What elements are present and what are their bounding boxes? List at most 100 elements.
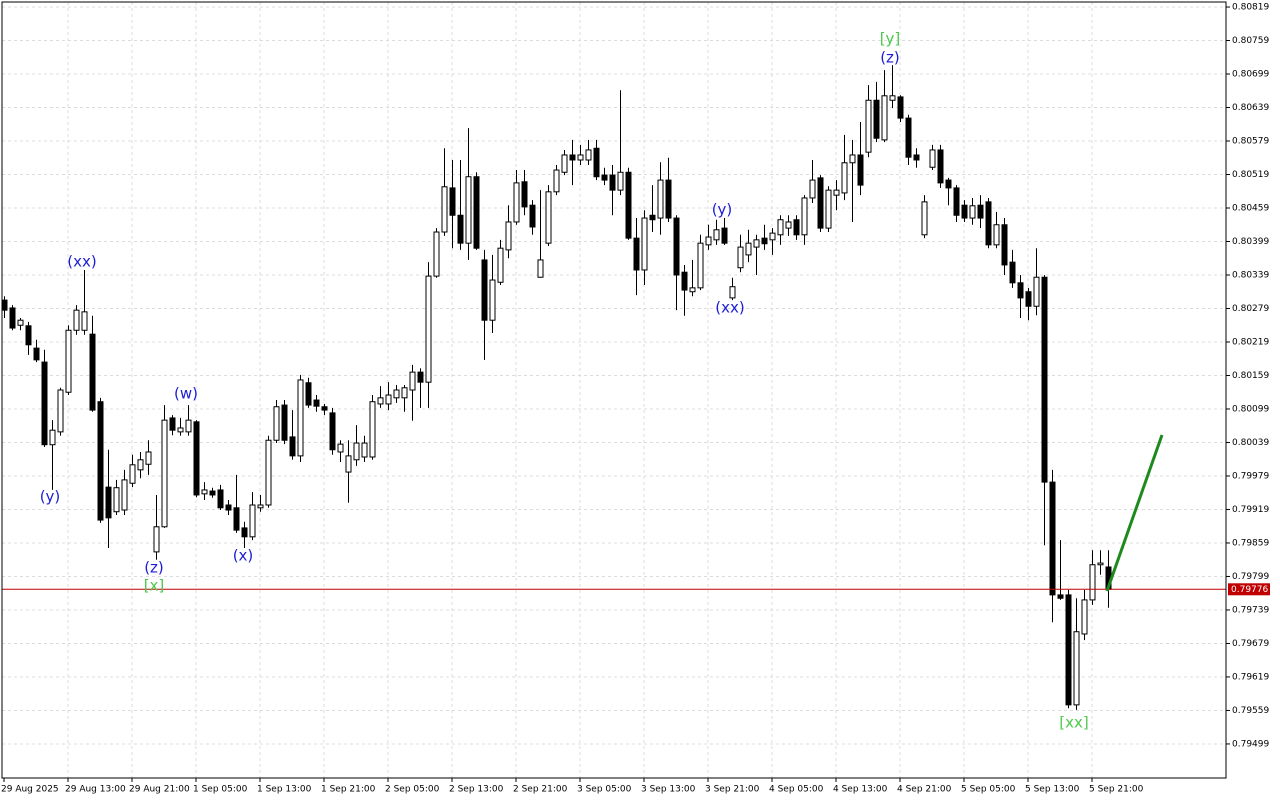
candle-body — [393, 389, 400, 399]
candle-body — [761, 237, 768, 245]
candle-body — [41, 361, 48, 446]
candle-body — [673, 217, 680, 276]
candle-body — [833, 189, 840, 196]
wave-label: (y) — [712, 201, 733, 219]
wave-label: (w) — [174, 385, 198, 403]
candle-body — [913, 154, 920, 161]
wave-label: (xx) — [715, 299, 744, 317]
candle-body — [209, 490, 216, 496]
candle-body — [9, 307, 16, 329]
candle-body — [785, 221, 792, 229]
candle-body — [217, 489, 224, 509]
x-tick-label: 4 Sep 05:00 — [769, 785, 824, 795]
candle-body — [433, 231, 440, 277]
x-tick-label: 2 Sep 13:00 — [449, 785, 504, 795]
candle-body — [225, 504, 232, 511]
candle-body — [625, 171, 632, 239]
candles: (xx)(y)(z)[x](w)(x)(y)(xx)[y](z)[xx] — [1, 30, 1226, 732]
y-tick-label: 0.80159 — [1232, 371, 1269, 381]
x-tick-label: 3 Sep 05:00 — [577, 785, 632, 795]
candle-body — [449, 187, 456, 216]
candle-body — [753, 239, 760, 248]
candle-body — [113, 487, 120, 513]
candle-body — [713, 229, 720, 241]
candle-body — [537, 259, 544, 278]
x-tick-label: 1 Sep 05:00 — [193, 785, 248, 795]
candle-body — [505, 221, 512, 251]
candle-body — [337, 443, 344, 453]
candle-body — [929, 149, 936, 168]
candle-body — [849, 154, 856, 164]
candle-body — [633, 237, 640, 271]
candle-body — [73, 309, 80, 331]
candle-body — [665, 179, 672, 219]
candle-body — [361, 442, 368, 458]
y-tick-label: 0.79979 — [1232, 471, 1269, 481]
y-tick-label: 0.79919 — [1232, 505, 1269, 515]
candle-body — [409, 371, 416, 391]
candle-body — [873, 99, 880, 139]
wave-label: (y) — [40, 488, 61, 506]
candle-body — [353, 442, 360, 461]
candle-body — [57, 389, 64, 433]
x-tick-label: 5 Sep 21:00 — [1089, 785, 1144, 795]
candle-body — [473, 176, 480, 249]
candle-body — [313, 399, 320, 407]
candle-body — [1009, 261, 1016, 284]
y-tick-label: 0.80399 — [1232, 237, 1269, 247]
candle-body — [33, 347, 40, 361]
candle-body — [305, 382, 312, 406]
candle-body — [193, 421, 200, 496]
candle-body — [185, 419, 192, 433]
candle-body — [1, 299, 8, 311]
candle-body — [65, 329, 72, 393]
candle-body — [809, 179, 816, 199]
candle-body — [1089, 564, 1096, 601]
candle-body — [201, 489, 208, 495]
candle-body — [145, 451, 152, 465]
candle-body — [857, 154, 864, 186]
candle-body — [513, 182, 520, 223]
x-tick-label: 1 Sep 21:00 — [321, 785, 376, 795]
x-tick-label: 1 Sep 13:00 — [257, 785, 312, 795]
candle-body — [105, 486, 112, 519]
candle-body — [697, 242, 704, 289]
candle-body — [489, 279, 496, 321]
candle-body — [961, 204, 968, 219]
y-tick-label: 0.80699 — [1232, 70, 1269, 80]
y-tick-label: 0.79679 — [1232, 639, 1269, 649]
candle-body — [1001, 224, 1008, 266]
wave-label: (x) — [233, 547, 254, 565]
candle-body — [153, 526, 160, 553]
wave-label: [x] — [144, 577, 165, 595]
candle-body — [577, 154, 584, 161]
x-tick-label: 3 Sep 21:00 — [705, 785, 760, 795]
candle-body — [545, 191, 552, 244]
candle-body — [497, 247, 504, 283]
candle-body — [425, 275, 432, 383]
y-tick-label: 0.79859 — [1232, 538, 1269, 548]
candle-body — [585, 149, 592, 161]
current-price-box — [1228, 583, 1270, 596]
candle-body — [905, 117, 912, 158]
wave-label: [y] — [880, 30, 901, 48]
candle-body — [1097, 562, 1104, 566]
candle-body — [1033, 276, 1040, 307]
candle-body — [881, 95, 888, 141]
candle-body — [121, 479, 128, 511]
y-tick-label: 0.80279 — [1232, 304, 1269, 314]
candle-body — [969, 205, 976, 219]
y-tick-label: 0.80519 — [1232, 170, 1269, 180]
candle-body — [1017, 282, 1024, 299]
candle-body — [865, 99, 872, 153]
x-tick-label: 2 Sep 05:00 — [385, 785, 440, 795]
candle-body — [1065, 594, 1072, 706]
candle-body — [617, 171, 624, 191]
wave-label: [xx] — [1059, 714, 1088, 732]
candle-body — [993, 224, 1000, 246]
y-tick-label: 0.79799 — [1232, 572, 1269, 582]
candle-body — [977, 204, 984, 219]
candle-body — [17, 319, 24, 326]
candle-body — [1073, 631, 1080, 706]
